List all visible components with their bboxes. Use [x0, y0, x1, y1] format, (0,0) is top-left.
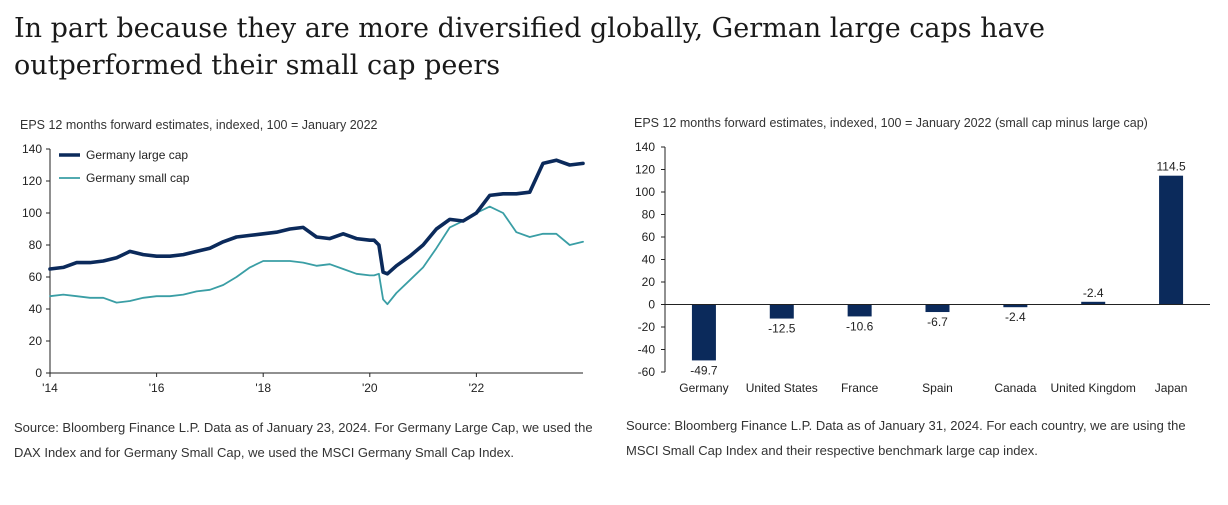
y-tick-label: 120 — [635, 163, 655, 177]
bar-united-states — [769, 304, 794, 319]
y-tick-label: 80 — [29, 238, 43, 252]
left-chart-source: Source: Bloomberg Finance L.P. Data as o… — [14, 420, 593, 460]
bar-united-kingdom — [1081, 301, 1106, 305]
bar-value-label: -2.4 — [1005, 310, 1026, 324]
y-tick-label: 20 — [29, 334, 43, 348]
bar-germany — [691, 304, 716, 361]
y-tick-label: 100 — [22, 206, 42, 220]
bar-value-label: -49.7 — [690, 363, 718, 377]
bar-value-label: -10.6 — [846, 319, 874, 333]
y-tick-label: 140 — [635, 140, 655, 154]
x-tick-label: '16 — [149, 381, 165, 395]
category-label: Japan — [1155, 381, 1188, 395]
y-tick-label: 0 — [648, 298, 655, 312]
bar-chart: -60 -40 -20 0 20 40 60 80 100 120 140 -49.7 Germany -… — [635, 140, 1210, 395]
category-label: Germany — [679, 381, 728, 395]
y-tick-label: 100 — [635, 185, 655, 199]
category-label: United States — [746, 381, 818, 395]
bar-spain — [925, 304, 950, 313]
y-tick-label: 20 — [642, 275, 656, 289]
y-tick-label: 60 — [642, 230, 656, 244]
bar-japan — [1159, 175, 1184, 305]
legend-label: Germany large cap — [86, 148, 188, 162]
right-chart-source: Source: Bloomberg Finance L.P. Data as o… — [626, 418, 1186, 458]
bar-canada — [1003, 304, 1028, 308]
line-chart: 0 20 40 60 80 100 120 140 '14 '16 '18 '20 '22 Germany… — [22, 142, 585, 395]
y-tick-label: -60 — [638, 365, 656, 379]
page-title: In part because they are more diversifie… — [14, 13, 1045, 81]
category-label: United Kingdom — [1051, 381, 1136, 395]
left-chart-subtitle: EPS 12 months forward estimates, indexed… — [20, 118, 378, 132]
series-line-small-cap — [49, 205, 584, 306]
y-tick-label: -20 — [638, 320, 656, 334]
category-label: Spain — [922, 381, 953, 395]
category-label: Canada — [994, 381, 1036, 395]
x-tick-label: '14 — [42, 381, 58, 395]
bar-value-label: -12.5 — [768, 322, 796, 336]
x-tick-label: '18 — [255, 381, 271, 395]
y-tick-label: -40 — [638, 343, 656, 357]
y-tick-label: 120 — [22, 174, 42, 188]
x-tick-label: '22 — [469, 381, 485, 395]
y-tick-label: 80 — [642, 208, 656, 222]
y-tick-label: 40 — [642, 253, 656, 267]
category-label: France — [841, 381, 879, 395]
y-tick-label: 140 — [22, 142, 42, 156]
y-tick-label: 60 — [29, 270, 43, 284]
bar-value-label: -6.7 — [927, 315, 948, 329]
bar-value-label: -2.4 — [1083, 286, 1104, 300]
y-tick-label: 0 — [35, 366, 42, 380]
x-tick-label: '20 — [362, 381, 378, 395]
series-line-large-cap — [48, 158, 585, 276]
bar-france — [847, 304, 872, 317]
legend-label: Germany small cap — [86, 171, 190, 185]
y-tick-label: 40 — [29, 302, 43, 316]
bar-value-label: 114.5 — [1157, 160, 1186, 174]
right-chart-subtitle: EPS 12 months forward estimates, indexed… — [634, 116, 1148, 130]
